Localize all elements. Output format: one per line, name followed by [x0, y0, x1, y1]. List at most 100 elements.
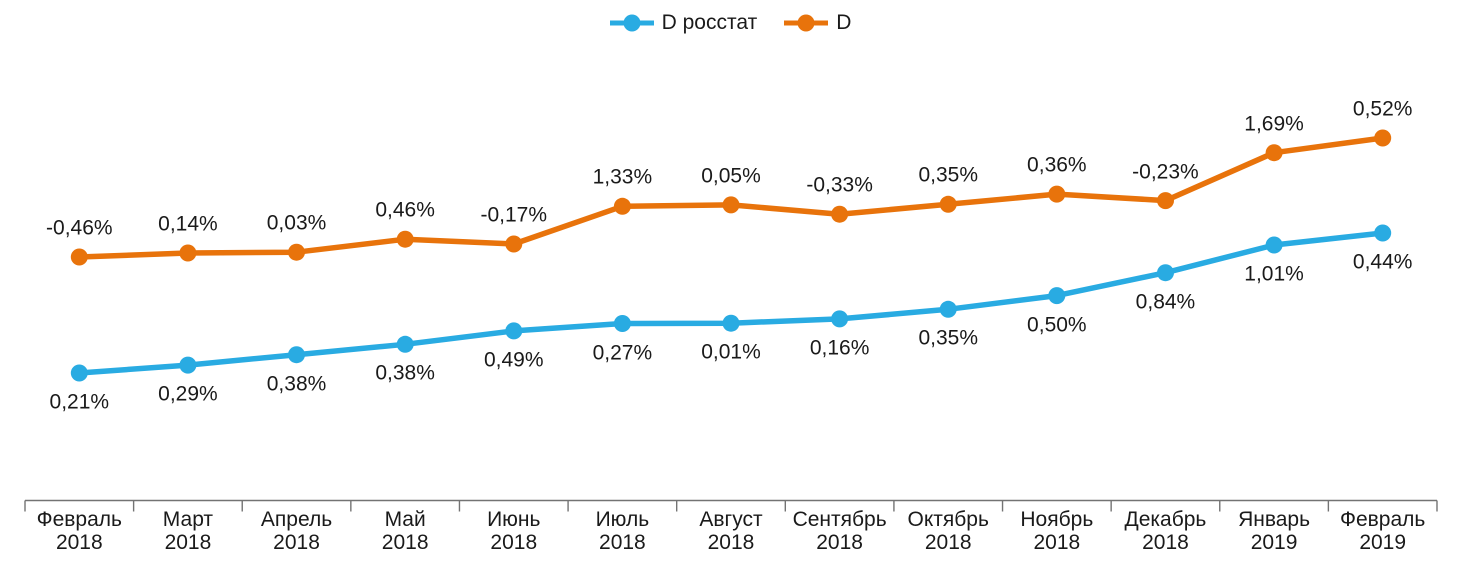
data-label: 0,05%: [701, 164, 761, 188]
x-axis-label-month: Ноябрь: [1020, 508, 1094, 531]
x-axis-label-year: 2018: [1033, 531, 1081, 554]
data-point-marker: [1048, 185, 1066, 203]
data-point-marker: [505, 235, 523, 253]
x-axis-label: Ноябрь 2018: [992, 508, 1122, 554]
data-point-marker: [1265, 236, 1283, 254]
x-axis-label: Февраль 2019: [1318, 508, 1448, 554]
data-point-marker: [1374, 129, 1392, 147]
data-point-marker: [939, 300, 957, 318]
data-point-marker: [179, 244, 197, 262]
data-label: -0,23%: [1132, 160, 1199, 184]
x-axis-label: Январь 2019: [1209, 508, 1339, 554]
data-label: 0,29%: [158, 382, 218, 406]
x-axis-label-year: 2018: [599, 531, 646, 554]
data-point-marker: [1157, 264, 1174, 282]
data-point-marker: [288, 243, 305, 261]
data-point-marker: [613, 315, 631, 332]
x-axis-label-year: 2018: [1142, 531, 1189, 554]
data-point-marker: [505, 322, 523, 340]
data-label: 0,21%: [49, 390, 110, 414]
x-axis-label: Апрель 2018: [232, 508, 362, 554]
data-label: 0,49%: [483, 348, 544, 372]
x-axis-label-month: Июнь: [487, 508, 541, 531]
data-label: -0,46%: [46, 216, 113, 240]
data-label: 0,14%: [158, 212, 218, 236]
x-axis-label-month: Май: [384, 508, 426, 531]
data-label: 1,01%: [1244, 262, 1304, 286]
x-axis-label: Декабрь 2018: [1100, 508, 1230, 554]
legend-item-d[interactable]: D: [783, 12, 851, 33]
data-point-marker: [722, 196, 740, 214]
x-axis-label-month: Февраль: [1340, 508, 1426, 531]
data-point-marker: [70, 364, 88, 382]
legend-label: D: [836, 11, 852, 34]
data-label: 0,01%: [701, 340, 761, 364]
x-axis-label-month: Январь: [1238, 508, 1311, 531]
x-axis-label-year: 2018: [273, 531, 320, 554]
x-axis-label: Август 2018: [666, 508, 796, 554]
data-label: 0,35%: [918, 163, 978, 187]
data-label: 0,38%: [266, 372, 327, 396]
x-axis-label: Февраль 2018: [14, 508, 144, 554]
x-axis-label: Май 2018: [340, 508, 470, 554]
data-label: 1,69%: [1244, 112, 1304, 136]
x-axis-label-year: 2018: [490, 531, 538, 554]
data-label: 0,46%: [375, 198, 435, 222]
data-point-marker: [722, 314, 740, 332]
data-label: 1,33%: [592, 165, 653, 189]
data-point-marker: [1157, 192, 1174, 210]
x-axis-label-month: Апрель: [260, 508, 333, 531]
data-point-marker: [831, 310, 849, 328]
x-axis-label-year: 2019: [1250, 531, 1298, 554]
data-label: -0,17%: [480, 203, 548, 227]
x-axis-label: Октябрь 2018: [883, 508, 1013, 554]
x-axis-label-month: Июль: [595, 508, 650, 531]
x-axis-label: Сентябрь 2018: [775, 508, 905, 554]
x-axis-label: Март 2018: [123, 508, 253, 554]
series-marker-icon: [784, 14, 829, 31]
data-label: 0,03%: [266, 211, 327, 235]
data-point-marker: [613, 197, 631, 215]
data-label: 0,44%: [1352, 250, 1413, 274]
x-axis-label-year: 2018: [707, 531, 755, 554]
data-label: 0,52%: [1352, 97, 1413, 121]
legend-item-d-rosstat[interactable]: D росстат: [609, 11, 758, 34]
x-axis-label-month: Март: [162, 508, 214, 531]
series-marker-icon: [609, 14, 654, 31]
x-axis-label-year: 2018: [55, 531, 103, 554]
x-axis-label-year: 2018: [164, 531, 212, 554]
data-label: -0,33%: [806, 173, 873, 197]
x-axis-label-month: Декабрь: [1124, 508, 1207, 531]
data-point-marker: [288, 346, 305, 364]
x-axis-label-month: Сентябрь: [792, 508, 887, 531]
legend: D росстат D: [0, 12, 1460, 33]
data-label: 0,38%: [375, 361, 435, 385]
data-point-marker: [939, 195, 957, 213]
data-point-marker: [70, 248, 88, 266]
data-label: 0,84%: [1135, 290, 1196, 314]
data-point-marker: [1048, 287, 1066, 305]
data-point-marker: [1374, 224, 1392, 242]
x-axis-label-year: 2018: [816, 531, 863, 554]
x-axis-label-year: 2019: [1359, 531, 1407, 554]
x-axis-label-month: Февраль: [36, 508, 122, 531]
data-point-marker: [396, 335, 414, 353]
legend-label: D росстат: [661, 11, 758, 34]
data-label: 0,36%: [1027, 153, 1087, 177]
x-axis-label: Июль 2018: [557, 508, 687, 554]
data-label: 0,50%: [1027, 313, 1087, 337]
x-axis-label-year: 2018: [381, 531, 429, 554]
x-axis-label-year: 2018: [924, 531, 972, 554]
data-point-marker: [1265, 144, 1283, 162]
data-point-marker: [831, 205, 849, 223]
x-axis-label-month: Октябрь: [907, 508, 989, 531]
data-point-marker: [179, 356, 197, 374]
data-label: 0,27%: [592, 341, 653, 364]
data-label: 0,35%: [918, 326, 978, 350]
x-axis-label: Июнь 2018: [449, 508, 579, 554]
data-point-marker: [396, 230, 414, 248]
data-label: 0,16%: [809, 336, 870, 360]
x-axis-label-month: Август: [699, 508, 763, 531]
